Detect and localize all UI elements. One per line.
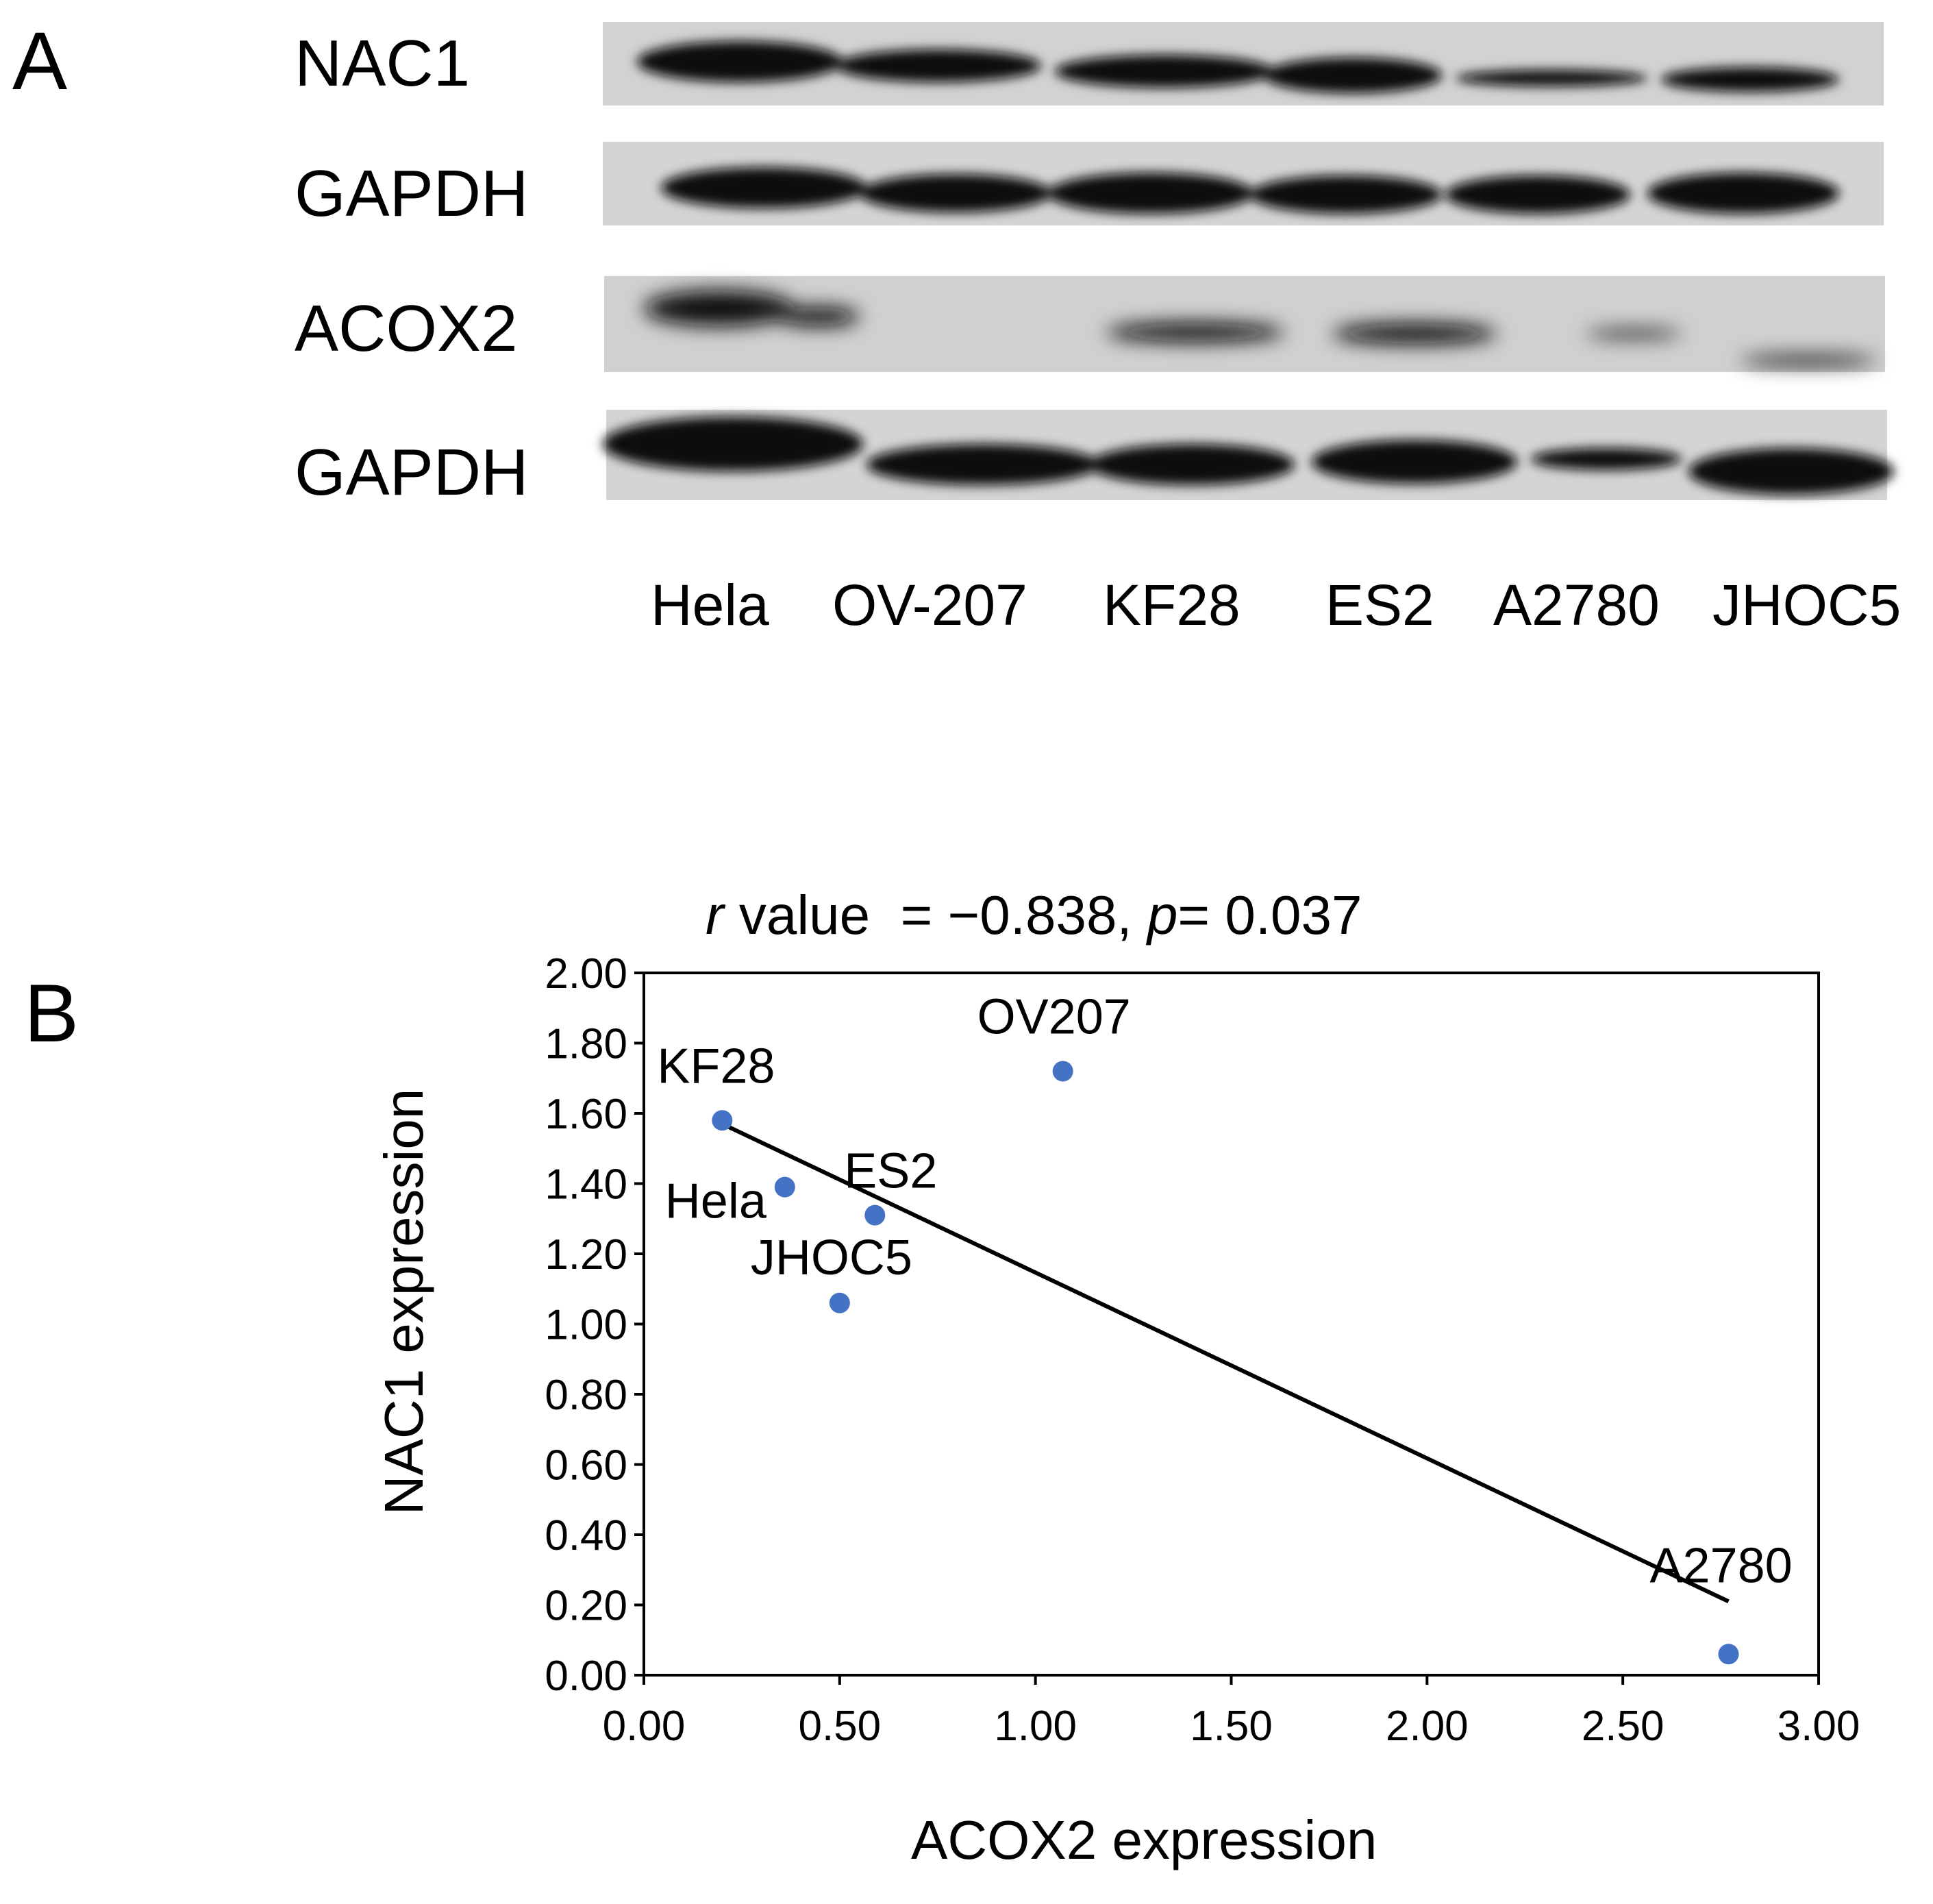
data-point-hela — [774, 1176, 795, 1198]
y-tick-label: 1.00 — [545, 1302, 627, 1349]
western-blot-image — [603, 22, 1894, 500]
title-p-value: = 0.037 — [1177, 885, 1362, 945]
lane-label-kf28: KF28 — [1103, 573, 1240, 637]
blot-strip-acox2 — [604, 276, 1885, 372]
plot-area — [643, 972, 1820, 1677]
blot-row-label-nac1: NAC1 — [295, 27, 471, 100]
y-tick-label: 0.40 — [545, 1512, 627, 1559]
title-r-symbol: r — [706, 885, 724, 945]
data-point-es2 — [864, 1204, 886, 1226]
lane-label-a2780: A2780 — [1493, 573, 1660, 637]
chart-title: r value = −0.838, p= 0.037 — [706, 884, 1362, 947]
scatter-chart: 0.00 0.20 0.40 0.60 0.80 1.00 1.20 1.40 1.60 1.80… — [545, 950, 1860, 1750]
title-r-value: value = −0.838, — [723, 885, 1147, 945]
x-tick-label: 2.50 — [1582, 1703, 1664, 1750]
y-tick-label: 0.00 — [545, 1653, 627, 1700]
x-tick-label: 1.50 — [1190, 1703, 1273, 1750]
lane-label-jhoc5: JHOC5 — [1712, 573, 1901, 637]
data-point-jhoc5 — [829, 1292, 850, 1313]
x-axis-label: ACOX2 expression — [911, 1809, 1377, 1870]
x-tick-label: 3.00 — [1778, 1703, 1860, 1750]
point-label-ov207: OV207 — [977, 990, 1131, 1045]
blot-row-label-acox2: ACOX2 — [295, 292, 518, 365]
blot-strip-nac1 — [603, 22, 1884, 106]
y-tick-label: 1.40 — [545, 1161, 627, 1209]
y-tick-label: 0.60 — [545, 1442, 627, 1489]
blot-row-label-gapdh-2: GAPDH — [295, 436, 529, 509]
x-tick-label: 0.00 — [603, 1703, 686, 1750]
point-label-es2: ES2 — [844, 1144, 937, 1199]
y-axis-label: NAC1 expression — [373, 1088, 434, 1516]
point-label-jhoc5: JHOC5 — [751, 1231, 912, 1285]
data-point-kf28 — [712, 1110, 733, 1131]
y-tick-label: 1.80 — [545, 1021, 627, 1068]
x-tick-label: 1.00 — [994, 1703, 1077, 1750]
x-tick-label: 2.00 — [1386, 1703, 1469, 1750]
panel-b-letter: B — [24, 967, 79, 1059]
trendline — [721, 1122, 1730, 1604]
point-label-hela: Hela — [665, 1174, 767, 1229]
blot-strip-gapdh-1 — [603, 142, 1884, 225]
data-point-a2780 — [1718, 1644, 1739, 1665]
y-tick-label: 1.20 — [545, 1231, 627, 1278]
lane-label-hela: Hela — [651, 573, 769, 637]
blot-strip-gapdh-2 — [603, 410, 1894, 500]
x-tick-label: 0.50 — [798, 1703, 881, 1750]
data-point-ov207 — [1052, 1061, 1073, 1082]
point-label-a2780: A2780 — [1650, 1538, 1793, 1593]
lane-label-es2: ES2 — [1325, 573, 1434, 637]
point-label-kf28: KF28 — [657, 1039, 775, 1093]
blot-row-label-gapdh-1: GAPDH — [295, 157, 529, 230]
lane-label-ov-207: OV-207 — [832, 573, 1027, 637]
y-tick-label: 1.60 — [545, 1091, 627, 1138]
y-tick-label: 0.20 — [545, 1583, 627, 1630]
title-p-symbol: p — [1147, 885, 1178, 945]
y-tick-label: 0.80 — [545, 1372, 627, 1419]
panel-a-letter: A — [12, 15, 68, 107]
y-tick-label: 2.00 — [545, 950, 627, 998]
